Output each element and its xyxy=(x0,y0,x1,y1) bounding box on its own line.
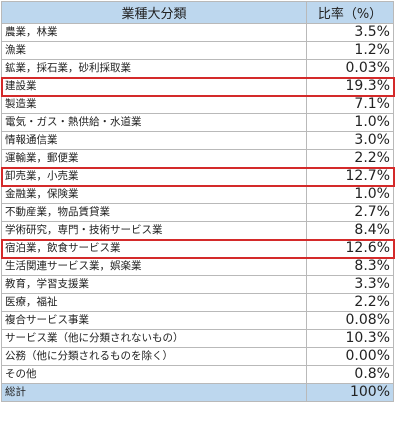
row-value: 2.2% xyxy=(306,149,394,168)
table-row: 教育，学習支援業 3.3% xyxy=(1,275,394,294)
total-row: 総計 100% xyxy=(1,383,394,402)
table-row: 不動産業，物品賃貸業 2.7% xyxy=(1,203,394,222)
row-label: 卸売業，小売業 xyxy=(1,167,307,186)
row-label: 公務（他に分類されるものを除く） xyxy=(1,347,307,366)
table-row: 情報通信業 3.0% xyxy=(1,131,394,150)
table-row: 公務（他に分類されるものを除く） 0.00% xyxy=(1,347,394,366)
row-value: 19.3% xyxy=(306,77,394,96)
row-label: 医療，福祉 xyxy=(1,293,307,312)
table-row: 漁業 1.2% xyxy=(1,41,394,60)
total-value: 100% xyxy=(306,383,394,402)
row-label: 建設業 xyxy=(1,77,307,96)
row-label: 農業，林業 xyxy=(1,23,307,42)
table-row: 電気・ガス・熱供給・水道業 1.0% xyxy=(1,113,394,132)
row-value: 7.1% xyxy=(306,95,394,114)
table-row: 建設業 19.3% xyxy=(1,77,394,96)
table-row: 運輸業，郵便業 2.2% xyxy=(1,149,394,168)
row-label: 電気・ガス・熱供給・水道業 xyxy=(1,113,307,132)
row-value: 12.7% xyxy=(306,167,394,186)
row-label: 宿泊業，飲食サービス業 xyxy=(1,239,307,258)
row-label: 製造業 xyxy=(1,95,307,114)
row-label: 情報通信業 xyxy=(1,131,307,150)
row-label: その他 xyxy=(1,365,307,384)
row-value: 3.5% xyxy=(306,23,394,42)
row-label: 生活関連サービス業，娯楽業 xyxy=(1,257,307,276)
industry-ratio-table: 業種大分類 比率（%） 農業，林業 3.5% 漁業 1.2% 鉱業，採石業，砂利採取… xyxy=(1,1,394,402)
row-value: 1.0% xyxy=(306,185,394,204)
table-row: 生活関連サービス業，娯楽業 8.3% xyxy=(1,257,394,276)
header-ratio: 比率（%） xyxy=(306,1,394,24)
row-label: 漁業 xyxy=(1,41,307,60)
row-label: 鉱業，採石業，砂利採取業 xyxy=(1,59,307,78)
row-value: 0.00% xyxy=(306,347,394,366)
row-value: 3.3% xyxy=(306,275,394,294)
table-row: 宿泊業，飲食サービス業 12.6% xyxy=(1,239,394,258)
row-value: 1.0% xyxy=(306,113,394,132)
table-row: 複合サービス事業 0.08% xyxy=(1,311,394,330)
table-row: 金融業，保険業 1.0% xyxy=(1,185,394,204)
row-value: 8.3% xyxy=(306,257,394,276)
row-value: 3.0% xyxy=(306,131,394,150)
row-label: サービス業（他に分類されないもの） xyxy=(1,329,307,348)
row-value: 0.03% xyxy=(306,59,394,78)
row-label: 運輸業，郵便業 xyxy=(1,149,307,168)
table-row: 製造業 7.1% xyxy=(1,95,394,114)
row-value: 10.3% xyxy=(306,329,394,348)
row-value: 0.08% xyxy=(306,311,394,330)
total-label: 総計 xyxy=(1,383,307,402)
row-value: 1.2% xyxy=(306,41,394,60)
row-label: 不動産業，物品賃貸業 xyxy=(1,203,307,222)
table-row: その他 0.8% xyxy=(1,365,394,384)
header-row: 業種大分類 比率（%） xyxy=(1,1,394,24)
table-row: サービス業（他に分類されないもの） 10.3% xyxy=(1,329,394,348)
row-value: 12.6% xyxy=(306,239,394,258)
table-row: 鉱業，採石業，砂利採取業 0.03% xyxy=(1,59,394,78)
row-value: 2.7% xyxy=(306,203,394,222)
header-category: 業種大分類 xyxy=(1,1,307,24)
row-value: 0.8% xyxy=(306,365,394,384)
table-row: 卸売業，小売業 12.7% xyxy=(1,167,394,186)
table-row: 医療，福祉 2.2% xyxy=(1,293,394,312)
row-value: 2.2% xyxy=(306,293,394,312)
row-label: 金融業，保険業 xyxy=(1,185,307,204)
row-label: 学術研究，専門・技術サービス業 xyxy=(1,221,307,240)
table-row: 農業，林業 3.5% xyxy=(1,23,394,42)
table-row: 学術研究，専門・技術サービス業 8.4% xyxy=(1,221,394,240)
row-label: 教育，学習支援業 xyxy=(1,275,307,294)
row-value: 8.4% xyxy=(306,221,394,240)
row-label: 複合サービス事業 xyxy=(1,311,307,330)
